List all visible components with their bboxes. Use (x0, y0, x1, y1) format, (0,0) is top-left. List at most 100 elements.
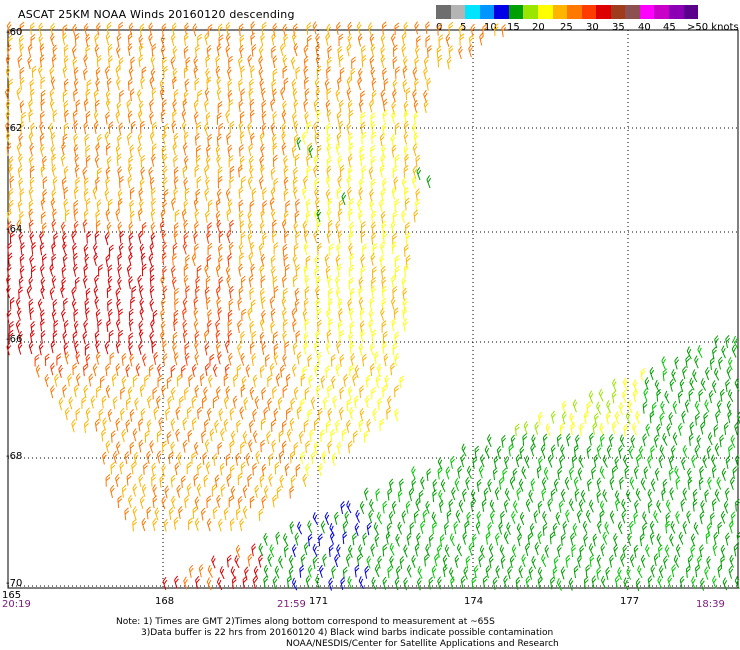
wind-barb (230, 485, 236, 499)
wind-barb (358, 68, 363, 82)
wind-barb (129, 199, 135, 213)
wind-barb (313, 441, 319, 455)
wind-barb (249, 165, 254, 179)
wind-barb (237, 495, 243, 509)
wind-barb (381, 220, 387, 234)
wind-barb (326, 143, 332, 157)
wind-barb (8, 329, 14, 343)
wind-barb (337, 45, 343, 59)
wind-barb (553, 478, 559, 492)
wind-barb (336, 263, 342, 277)
wind-barb (352, 373, 357, 387)
wind-barb (316, 65, 322, 79)
wind-barb (360, 90, 366, 103)
wind-barb (347, 298, 353, 312)
wind-barb (73, 199, 79, 213)
wind-barb (339, 386, 345, 400)
colorbar-swatch (683, 5, 699, 19)
wind-barb (273, 242, 279, 255)
wind-barb (151, 462, 157, 476)
wind-barb (729, 554, 734, 568)
wind-barb (480, 454, 485, 468)
wind-barb (105, 176, 111, 190)
wind-barb (346, 76, 352, 90)
wind-barb (107, 264, 113, 278)
wind-barb (271, 79, 277, 92)
wind-barb (320, 520, 326, 534)
wind-barb (369, 99, 374, 113)
wind-barb (225, 44, 231, 58)
wind-barb (238, 186, 244, 200)
wind-barb (416, 35, 421, 48)
wind-barb (273, 285, 279, 299)
wind-barb (38, 34, 44, 48)
wind-barb (156, 395, 161, 409)
wind-barb (727, 410, 732, 424)
wind-barb (484, 445, 490, 459)
wind-barb (163, 65, 168, 79)
wind-barb (220, 428, 225, 442)
wind-barb (172, 331, 178, 345)
wind-barb (303, 55, 309, 69)
wind-barb (662, 478, 668, 492)
wind-barb (184, 22, 190, 36)
wind-barb (537, 576, 543, 590)
wind-barb (405, 87, 411, 101)
wind-barb (373, 522, 379, 535)
wind-barb (354, 522, 360, 536)
wind-barb (115, 441, 121, 455)
wind-barb (216, 43, 222, 57)
wind-barb (403, 131, 409, 145)
wind-barb (216, 133, 222, 147)
wind-barb (690, 544, 696, 558)
wind-barb (679, 378, 685, 393)
wind-barb (39, 143, 45, 157)
wind-barb (5, 66, 11, 80)
wind-barb (106, 21, 112, 35)
wind-barb (346, 87, 352, 101)
wind-barb (95, 309, 101, 322)
wind-barb (196, 483, 202, 497)
wind-barb (42, 176, 48, 189)
wind-barb (181, 120, 187, 134)
wind-barb (194, 352, 200, 366)
wind-barb (725, 532, 730, 546)
wind-barb (18, 153, 23, 167)
wind-barb (362, 353, 367, 367)
wind-barb (296, 351, 302, 365)
wind-barb (229, 440, 235, 453)
wind-barb (531, 555, 537, 569)
wind-barb (50, 385, 55, 399)
wind-barb (156, 450, 162, 464)
wind-barb (8, 188, 14, 201)
wind-barb (426, 468, 432, 482)
wind-barb (314, 363, 319, 377)
time-label-end: 18:39 (696, 599, 725, 610)
wind-barb (570, 422, 576, 436)
wind-barb (230, 566, 236, 580)
wind-barb (138, 418, 143, 432)
wind-barb (509, 476, 515, 490)
wind-barb (247, 232, 253, 246)
wind-barb (412, 67, 418, 81)
wind-barb (62, 89, 68, 103)
wind-barb (706, 555, 711, 569)
wind-barb (239, 518, 245, 532)
wind-barb (303, 65, 309, 79)
wind-barb (74, 276, 80, 290)
wind-barb (335, 142, 341, 156)
wind-barb (153, 351, 159, 365)
wind-barb (204, 87, 210, 101)
wind-barb (649, 410, 655, 424)
wind-barb (665, 512, 671, 526)
wind-barb (518, 565, 524, 579)
wind-barb (358, 296, 364, 311)
colorbar-swatch (639, 5, 655, 19)
wind-barb (341, 428, 347, 442)
wind-barb (101, 395, 107, 409)
wind-barb (132, 483, 138, 497)
wind-barb (713, 367, 720, 381)
wind-barb (335, 419, 340, 433)
wind-barb (645, 423, 651, 437)
wind-barb (375, 488, 381, 502)
